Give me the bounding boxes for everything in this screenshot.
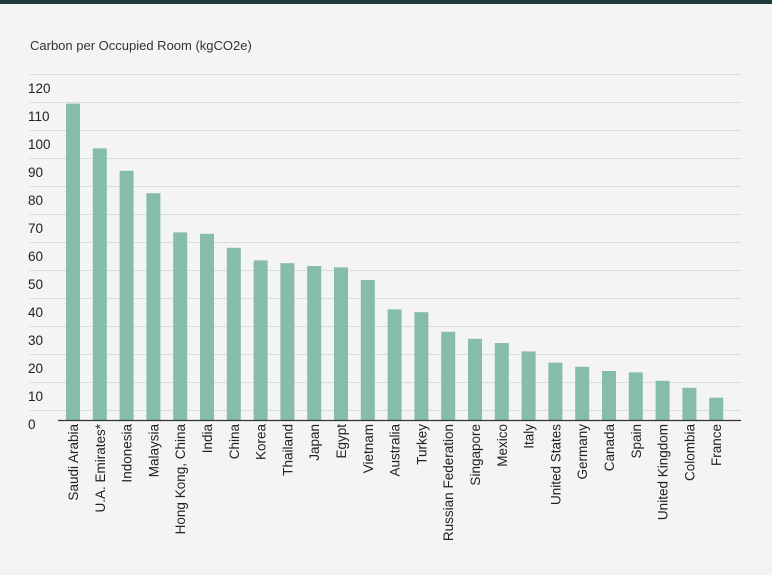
y-tick-label: 80 (28, 193, 43, 208)
category-label: Italy (522, 424, 537, 449)
bar (200, 233, 214, 420)
category-label: Japan (307, 424, 322, 461)
category-label: Thailand (280, 424, 295, 476)
bar (253, 260, 268, 420)
bar (602, 371, 616, 420)
bar (119, 170, 134, 420)
y-tick-label: 120 (28, 81, 51, 96)
y-tick-label: 10 (28, 389, 43, 404)
category-label: Egypt (334, 424, 349, 459)
bar (494, 343, 509, 420)
category-label: India (200, 424, 215, 454)
bars (66, 103, 724, 420)
bar (655, 380, 670, 420)
category-label: Indonesia (120, 424, 135, 483)
y-tick-label: 40 (28, 305, 43, 320)
bar (548, 362, 563, 420)
bar (628, 372, 643, 420)
category-label: Vietnam (361, 424, 376, 473)
category-label: Australia (388, 424, 403, 477)
category-label: United States (548, 424, 563, 505)
y-tick-label: 20 (28, 361, 43, 376)
bar (387, 309, 402, 420)
category-label: Turkey (414, 424, 429, 465)
bar (521, 351, 536, 420)
bar (334, 267, 348, 420)
bar (146, 193, 161, 420)
bar (414, 312, 429, 420)
bar (66, 103, 80, 420)
category-labels: Saudi Arabia U.A. Emirates* Indonesia Malay… (66, 423, 724, 541)
y-tick-label: 50 (28, 277, 43, 292)
category-label: Mexico (495, 424, 510, 467)
category-label: Spain (629, 424, 644, 459)
category-label: Singapore (468, 424, 483, 486)
bar (226, 247, 241, 420)
bar (575, 366, 590, 420)
bar (92, 148, 107, 420)
y-tick-label: 0 (28, 417, 36, 432)
bar (441, 331, 456, 420)
bar (307, 266, 322, 420)
grid-lines (30, 74, 741, 411)
y-tick-label: 100 (28, 137, 51, 152)
category-label: Saudi Arabia (66, 424, 81, 501)
bar (280, 263, 295, 420)
category-label: Malaysia (146, 424, 161, 478)
category-label: France (709, 424, 724, 466)
category-label: United Kingdom (656, 424, 671, 520)
category-label: Colombia (682, 424, 697, 482)
y-tick-labels: 0 10 20 30 40 50 60 70 80 90 100 110 120 (28, 81, 51, 432)
category-label: China (227, 424, 242, 460)
bar (682, 387, 697, 420)
top-rule (0, 0, 772, 4)
category-label: Canada (602, 424, 617, 472)
y-tick-label: 90 (28, 165, 43, 180)
category-label: Germany (575, 424, 590, 480)
category-label: Russian Federation (441, 424, 456, 541)
y-axis-label: Carbon per Occupied Room (kgCO2e) (30, 38, 252, 53)
y-tick-label: 110 (28, 109, 50, 124)
y-tick-label: 70 (28, 221, 43, 236)
category-label: Hong Kong, China (173, 424, 188, 535)
bar (468, 338, 482, 420)
bar (709, 397, 724, 420)
bar (360, 280, 375, 420)
category-label: U.A. Emirates* (93, 423, 108, 512)
bar (173, 232, 188, 420)
y-tick-label: 30 (28, 333, 43, 348)
y-tick-label: 60 (28, 249, 43, 264)
category-label: Korea (254, 424, 269, 461)
